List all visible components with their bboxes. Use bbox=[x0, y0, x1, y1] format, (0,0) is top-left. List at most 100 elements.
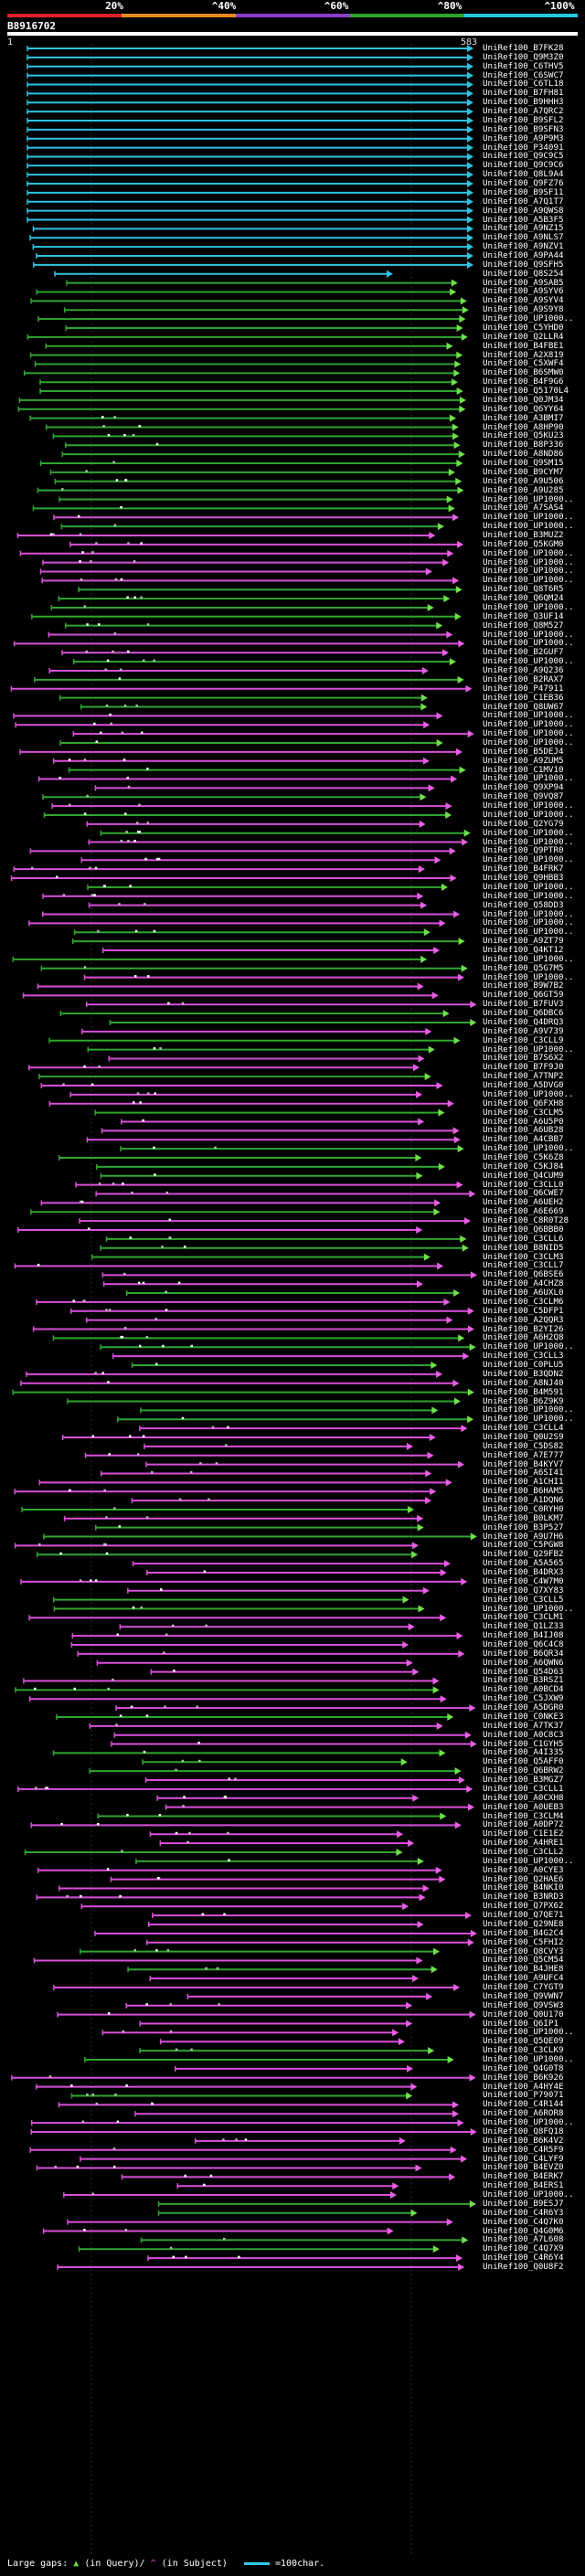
hit-label[interactable]: UniRef100_Q8M527 bbox=[483, 620, 564, 631]
hit-label[interactable]: UniRef100_A7E777 bbox=[483, 1449, 564, 1460]
hit-label[interactable]: UniRef100_A7L608 bbox=[483, 2234, 564, 2245]
hit-label[interactable]: UniRef100_Q29NE8 bbox=[483, 1918, 564, 1929]
hit-label[interactable]: UniRef100_C4W7M0 bbox=[483, 1575, 564, 1586]
hit-label[interactable]: UniRef100_C3CLM6 bbox=[483, 1296, 564, 1307]
hit-label[interactable]: UniRef100_UP1000.. bbox=[483, 927, 574, 938]
hit-label[interactable]: UniRef100_B7S6X2 bbox=[483, 1053, 564, 1064]
hit-label[interactable]: UniRef100_Q7XY83 bbox=[483, 1585, 564, 1595]
hit-label[interactable]: UniRef100_A1DQN6 bbox=[483, 1495, 564, 1506]
hit-label[interactable]: UniRef100_C4R6Y4 bbox=[483, 2253, 564, 2263]
hit-label[interactable]: UniRef100_B4NKI0 bbox=[483, 1882, 564, 1893]
hit-label[interactable]: UniRef100_C3CLK9 bbox=[483, 2045, 564, 2056]
hit-label[interactable]: UniRef100_Q54D63 bbox=[483, 1666, 564, 1677]
hit-label[interactable]: UniRef100_UP1000.. bbox=[483, 493, 574, 504]
hit-label[interactable]: UniRef100_A0DP72 bbox=[483, 1819, 564, 1830]
hit-label[interactable]: UniRef100_C3CLL7 bbox=[483, 1260, 564, 1271]
hit-label[interactable]: UniRef100_B4M591 bbox=[483, 1386, 564, 1397]
hit-label[interactable]: UniRef100_A5DGR0 bbox=[483, 1702, 564, 1713]
hit-label[interactable]: UniRef100_Q9HBB3 bbox=[483, 873, 564, 884]
hit-label[interactable]: UniRef100_Q7PX62 bbox=[483, 1901, 564, 1912]
hit-label[interactable]: UniRef100_UP1000.. bbox=[483, 1405, 574, 1415]
hit-label[interactable]: UniRef100_Q3UF14 bbox=[483, 610, 564, 621]
hit-label[interactable]: UniRef100_Q9VSW3 bbox=[483, 1999, 564, 2010]
hit-label[interactable]: UniRef100_B4KYV7 bbox=[483, 1458, 564, 1469]
hit-label[interactable]: UniRef100_UP1000.. bbox=[483, 854, 574, 865]
hit-label[interactable]: UniRef100_C4LYF9 bbox=[483, 2153, 564, 2164]
hit-label[interactable]: UniRef100_UP1000.. bbox=[483, 557, 574, 567]
hit-label[interactable]: UniRef100_B7FH81 bbox=[483, 88, 564, 99]
hit-label[interactable]: UniRef100_C3CLL3 bbox=[483, 1351, 564, 1362]
hit-label[interactable]: UniRef100_A3BMI7 bbox=[483, 412, 564, 423]
hit-label[interactable]: UniRef100_A4HRE1 bbox=[483, 1838, 564, 1849]
hit-label[interactable]: UniRef100_Q9VQ87 bbox=[483, 791, 564, 802]
hit-label[interactable]: UniRef100_B4ERK7 bbox=[483, 2171, 564, 2182]
hit-label[interactable]: UniRef100_Q9PTR0 bbox=[483, 845, 564, 856]
hit-label[interactable]: UniRef100_Q9SM15 bbox=[483, 458, 564, 469]
hit-label[interactable]: UniRef100_A9ZT79 bbox=[483, 936, 564, 947]
hit-label[interactable]: UniRef100_Q9M3Z0 bbox=[483, 51, 564, 62]
hit-label[interactable]: UniRef100_A9U506 bbox=[483, 475, 564, 486]
hit-label[interactable]: UniRef100_Q8UW67 bbox=[483, 701, 564, 712]
hit-label[interactable]: UniRef100_C6SWC7 bbox=[483, 69, 564, 80]
hit-label[interactable]: UniRef100_A6U5P0 bbox=[483, 1116, 564, 1127]
hit-label[interactable]: UniRef100_Q9C9C6 bbox=[483, 160, 564, 171]
hit-label[interactable]: UniRef100_Q9C9C5 bbox=[483, 151, 564, 162]
hit-label[interactable]: UniRef100_UP1000.. bbox=[483, 2117, 574, 2128]
hit-label[interactable]: UniRef100_Q0JM34 bbox=[483, 394, 564, 405]
hit-label[interactable]: UniRef100_C4R6Y3 bbox=[483, 2207, 564, 2218]
hit-label[interactable]: UniRef100_Q6YY64 bbox=[483, 403, 564, 414]
hit-label[interactable]: UniRef100_UP1000.. bbox=[483, 638, 574, 649]
hit-label[interactable]: UniRef100_A9QWS8 bbox=[483, 205, 564, 216]
hit-label[interactable]: UniRef100_B4EVZ0 bbox=[483, 2162, 564, 2173]
hit-label[interactable]: UniRef100_B2GUF7 bbox=[483, 647, 564, 658]
hit-label[interactable]: UniRef100_B5DEJ4 bbox=[483, 746, 564, 757]
hit-label[interactable]: UniRef100_UP1000.. bbox=[483, 1341, 574, 1352]
hit-label[interactable]: UniRef100_C1MV10 bbox=[483, 764, 564, 775]
hit-label[interactable]: UniRef100_UP1000.. bbox=[483, 2189, 574, 2200]
hit-label[interactable]: UniRef100_B8NID5 bbox=[483, 1242, 564, 1253]
hit-label[interactable]: UniRef100_B2RAX7 bbox=[483, 673, 564, 684]
hit-label[interactable]: UniRef100_A6SI41 bbox=[483, 1468, 564, 1479]
hit-label[interactable]: UniRef100_Q6IP1 bbox=[483, 2018, 558, 2029]
hit-label[interactable]: UniRef100_C3CLM4 bbox=[483, 1810, 564, 1821]
hit-label[interactable]: UniRef100_Q2YG79 bbox=[483, 818, 564, 829]
hit-label[interactable]: UniRef100_UP1000.. bbox=[483, 629, 574, 640]
hit-label[interactable]: UniRef100_A9UFC4 bbox=[483, 1973, 564, 1984]
hit-label[interactable]: UniRef100_A5B3F5 bbox=[483, 214, 564, 225]
hit-label[interactable]: UniRef100_UP1000.. bbox=[483, 737, 574, 747]
hit-label[interactable]: UniRef100_Q5KU23 bbox=[483, 430, 564, 441]
hit-label[interactable]: UniRef100_Q4G0T8 bbox=[483, 2062, 564, 2073]
hit-label[interactable]: UniRef100_Q8FQ18 bbox=[483, 2125, 564, 2136]
hit-label[interactable]: UniRef100_Q6BBB0 bbox=[483, 1224, 564, 1235]
hit-label[interactable]: UniRef100_B6K4V2 bbox=[483, 2135, 564, 2146]
hit-label[interactable]: UniRef100_A5A565 bbox=[483, 1558, 564, 1569]
hit-label[interactable]: UniRef100_B6QR34 bbox=[483, 1648, 564, 1659]
hit-label[interactable]: UniRef100_A7TK37 bbox=[483, 1720, 564, 1731]
hit-label[interactable]: UniRef100_UP1000.. bbox=[483, 566, 574, 577]
hit-label[interactable]: UniRef100_A0CXH8 bbox=[483, 1792, 564, 1803]
hit-label[interactable]: UniRef100_B6HAM5 bbox=[483, 1486, 564, 1497]
hit-label[interactable]: UniRef100_B4DRX3 bbox=[483, 1567, 564, 1578]
hit-label[interactable]: UniRef100_A9Q236 bbox=[483, 665, 564, 676]
hit-label[interactable]: UniRef100_UP1000.. bbox=[483, 1143, 574, 1154]
hit-label[interactable]: UniRef100_A7SAS4 bbox=[483, 503, 564, 514]
hit-label[interactable]: UniRef100_B9CYM7 bbox=[483, 466, 564, 477]
hit-label[interactable]: UniRef100_B9SFN3 bbox=[483, 123, 564, 134]
hit-label[interactable]: UniRef100_B4FRK7 bbox=[483, 864, 564, 875]
hit-label[interactable]: UniRef100_UP1000.. bbox=[483, 2027, 574, 2038]
hit-label[interactable]: UniRef100_A0UEB3 bbox=[483, 1801, 564, 1812]
hit-label[interactable]: UniRef100_UP1000.. bbox=[483, 800, 574, 811]
hit-label[interactable]: UniRef100_A1CHI1 bbox=[483, 1477, 564, 1488]
hit-label[interactable]: UniRef100_A4CBB7 bbox=[483, 1134, 564, 1145]
hit-label[interactable]: UniRef100_A0CYE3 bbox=[483, 1864, 564, 1875]
hit-label[interactable]: UniRef100_A9S9Y8 bbox=[483, 304, 564, 315]
hit-label[interactable]: UniRef100_Q0U8F2 bbox=[483, 2262, 564, 2273]
hit-label[interactable]: UniRef100_C3CLL9 bbox=[483, 1034, 564, 1045]
hit-label[interactable]: UniRef100_UP1000.. bbox=[483, 953, 574, 964]
hit-label[interactable]: UniRef100_Q5KGM0 bbox=[483, 538, 564, 549]
hit-label[interactable]: UniRef100_C5FHI2 bbox=[483, 1936, 564, 1947]
hit-label[interactable]: UniRef100_C1EB36 bbox=[483, 692, 564, 703]
hit-label[interactable]: UniRef100_B4G2C4 bbox=[483, 1927, 564, 1938]
hit-label[interactable]: UniRef100_Q5AFF0 bbox=[483, 1756, 564, 1767]
hit-label[interactable]: UniRef100_C7YGT9 bbox=[483, 1982, 564, 1993]
